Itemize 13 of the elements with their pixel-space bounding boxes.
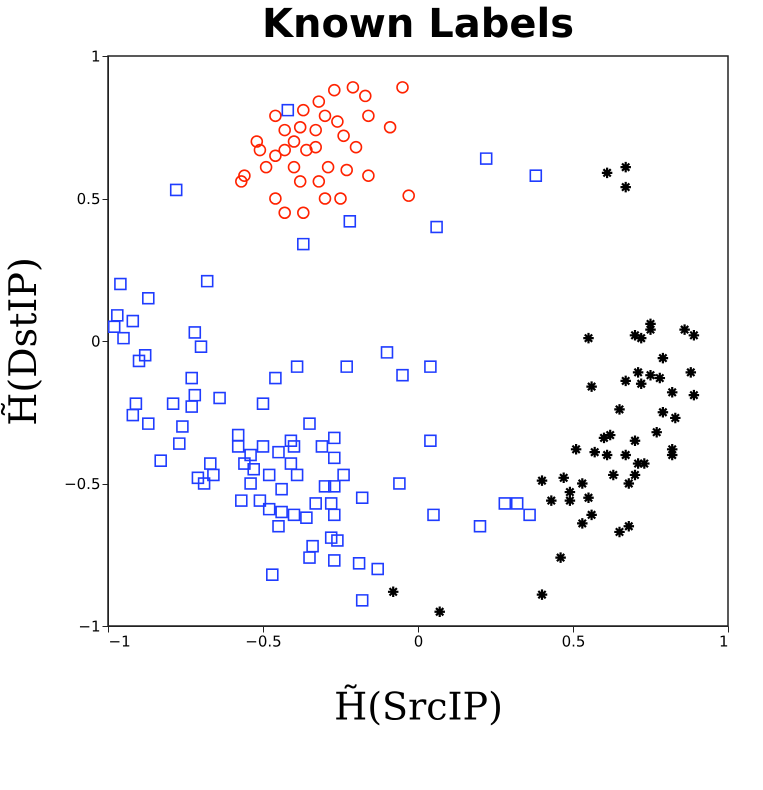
x-tick-label: 1 xyxy=(718,632,728,650)
x-tick-label: −1 xyxy=(108,632,131,650)
y-axis-title: H̃(DstIP) xyxy=(0,257,46,426)
y-tick-label: 0.5 xyxy=(76,190,100,208)
x-tick-label: 0.5 xyxy=(562,632,586,650)
x-tick-label: −0.5 xyxy=(245,632,282,650)
chart-title: Known Labels xyxy=(262,1,574,47)
y-tick-label: 0 xyxy=(90,332,100,350)
x-tick-label: 0 xyxy=(414,632,424,650)
y-tick-label: 1 xyxy=(90,48,100,66)
y-tick-label: −1 xyxy=(78,618,100,636)
y-tick-label: −0.5 xyxy=(64,475,100,493)
x-axis-title: H̃(SrcIP) xyxy=(334,684,503,728)
